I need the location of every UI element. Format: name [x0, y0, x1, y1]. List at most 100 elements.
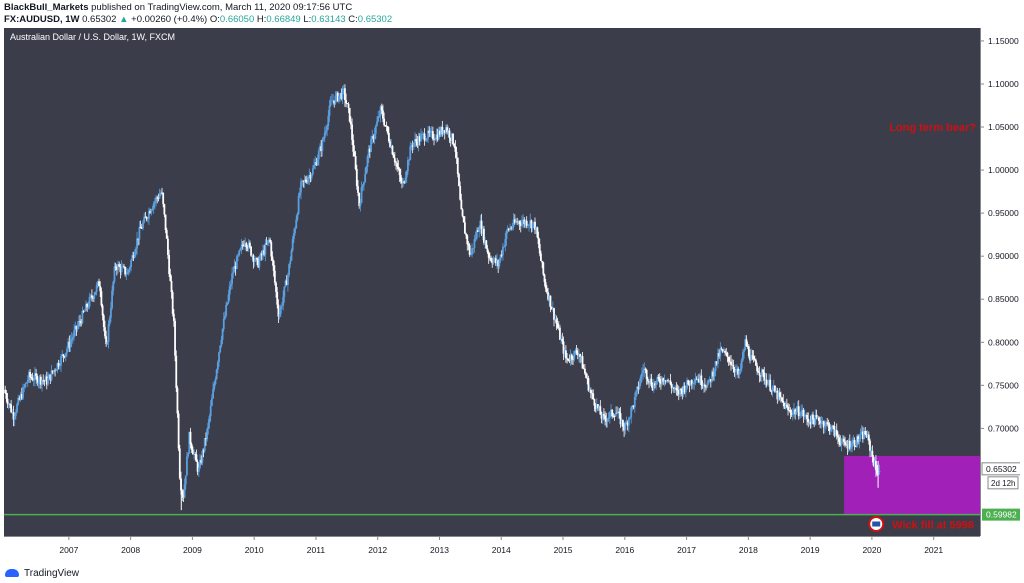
candle-body [467, 244, 470, 246]
candle-body [797, 406, 800, 417]
candle-body [224, 315, 226, 319]
candle-body [320, 146, 323, 151]
candle-body [422, 133, 425, 135]
candle-body [561, 338, 564, 342]
candle-body [607, 417, 610, 419]
candle-body [215, 369, 218, 380]
candle-body [526, 225, 529, 227]
candle-body [516, 221, 519, 223]
candle-body [455, 151, 458, 158]
chart-area[interactable]: 1.15000 1.10000 1.05000 1.00000 0.95000 0.900… [4, 28, 1023, 562]
candle-body [614, 412, 617, 417]
candle-body [58, 365, 61, 367]
candle-body [471, 248, 473, 255]
candle-body [161, 192, 163, 194]
candle-body [689, 380, 692, 386]
candle-body [568, 360, 571, 362]
candle-body [522, 219, 525, 223]
candle-body [182, 494, 185, 498]
candle-body [178, 448, 181, 479]
candle-body [860, 431, 863, 434]
candle-body [276, 291, 279, 305]
price-chart[interactable]: 1.15000 1.10000 1.05000 1.00000 0.95000 0.900… [4, 28, 1023, 562]
candle-body [174, 320, 176, 356]
candle-body [66, 349, 68, 353]
candle-body [86, 303, 89, 308]
candle-body [275, 282, 277, 292]
x-tick-label: 2019 [801, 545, 820, 555]
candle-body [137, 238, 140, 240]
candle-body [102, 315, 105, 328]
candle-body [157, 197, 160, 199]
candle-body [536, 227, 539, 238]
candle-body [89, 295, 92, 297]
candle-body [37, 381, 40, 384]
news-flag-icon[interactable] [868, 516, 885, 532]
candle-body [869, 440, 871, 451]
candle-body [509, 227, 511, 230]
candle-body [769, 379, 772, 391]
candle-body [837, 435, 839, 438]
candle-body [838, 437, 841, 442]
candle-body [303, 179, 306, 182]
candle-body [828, 424, 831, 432]
candle-body [150, 210, 153, 214]
candle-body [452, 133, 454, 144]
candle-body [333, 100, 336, 104]
chart-header: BlackBull_Markets published on TradingVi… [4, 2, 1020, 28]
candle-body [692, 383, 694, 385]
candle-body [398, 168, 401, 176]
candle-body [486, 248, 489, 253]
candle-body [642, 370, 645, 374]
candle-body [265, 243, 268, 245]
candle-body [288, 264, 291, 275]
candle-body [268, 239, 270, 241]
candle-body [148, 211, 150, 219]
candle-body [69, 340, 72, 348]
candle-body [347, 103, 350, 108]
candle-body [800, 411, 802, 416]
candle-body [430, 131, 433, 132]
candle-body [10, 404, 13, 413]
last-price: 0.65302 [82, 14, 117, 25]
candle-body [327, 115, 330, 127]
candle-body [76, 325, 79, 330]
candle-body [791, 411, 794, 415]
candle-body [181, 490, 184, 495]
candle-body [845, 444, 848, 446]
x-tick-label: 2016 [615, 545, 634, 555]
candle-body [781, 397, 783, 401]
candle-body [330, 100, 333, 102]
candle-body [585, 373, 587, 378]
candle-body [515, 221, 517, 223]
candle-body [600, 414, 603, 419]
candle-body [429, 131, 432, 134]
candle-body [637, 386, 640, 389]
y-tick-label: 1.00000 [988, 165, 1019, 175]
candle-body [706, 383, 709, 388]
candle-body [548, 295, 551, 300]
candle-body [449, 138, 452, 141]
candle-body [472, 248, 475, 249]
candle-body [170, 280, 173, 293]
candle-body [541, 260, 544, 263]
candle-body [56, 363, 59, 371]
candle-body [493, 258, 496, 261]
candle-body [100, 291, 103, 306]
candle-body [380, 106, 383, 111]
candle-body [417, 136, 420, 146]
candle-body [537, 237, 540, 245]
candle-body [51, 370, 54, 373]
x-tick-label: 2014 [492, 545, 511, 555]
candle-body [392, 154, 395, 158]
brand-label[interactable]: TradingView [24, 567, 80, 579]
candle-body [829, 429, 832, 432]
candle-body [530, 220, 533, 229]
candle-body [783, 402, 786, 409]
countdown-marker: 2d 12h [987, 476, 1019, 490]
candle-body [793, 409, 795, 412]
candle-body [504, 239, 507, 247]
candle-body [623, 426, 625, 431]
author-name[interactable]: BlackBull_Markets [4, 2, 89, 13]
candle-body [484, 240, 487, 243]
